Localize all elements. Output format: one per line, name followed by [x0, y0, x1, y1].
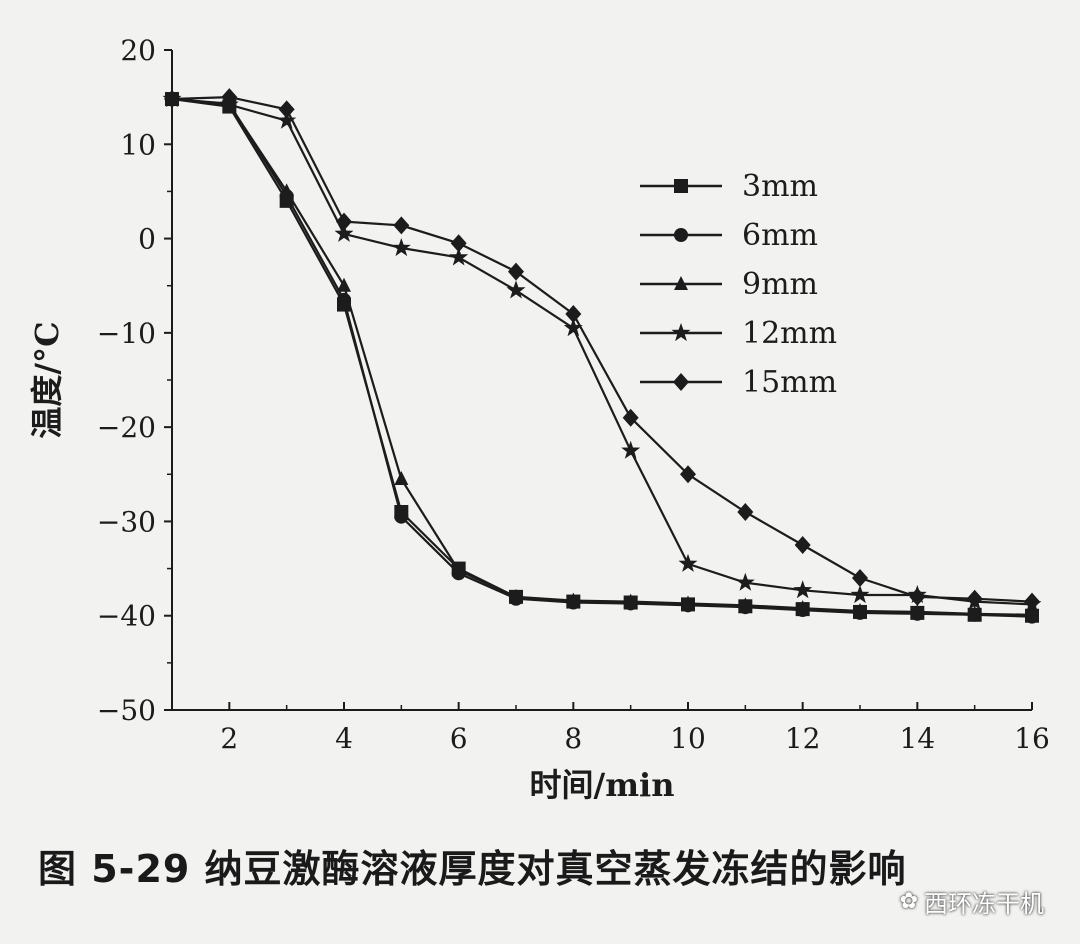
data-point	[277, 110, 297, 129]
data-point	[394, 471, 409, 485]
x-tick-label: 8	[564, 722, 582, 755]
data-point	[738, 597, 753, 612]
series-line	[171, 95, 1033, 603]
legend-label: 6mm	[742, 218, 818, 253]
series-12mm	[162, 89, 1042, 613]
x-tick-label: 14	[900, 722, 936, 755]
data-point	[566, 592, 581, 607]
legend-label: 3mm	[742, 169, 818, 204]
watermark-text: 西环冻干机	[924, 890, 1044, 918]
data-point	[794, 536, 811, 554]
data-point	[795, 600, 810, 615]
y-tick-label: 10	[120, 128, 156, 161]
data-point	[391, 238, 411, 257]
legend-label: 12mm	[742, 316, 837, 351]
line-chart: 20 10 0 −10 −20 −30 −40 −50 2 4 6 8 10 12 14 16 时间/min 温度…	[28, 34, 1050, 804]
x-tick-label: 2	[220, 722, 238, 755]
legend-label: 9mm	[742, 267, 818, 302]
data-point	[678, 553, 698, 572]
legend: 3mm 6mm 9mm 12mm 15mm	[640, 169, 837, 400]
legend-marker	[673, 373, 689, 391]
data-point	[793, 580, 813, 599]
series-line	[171, 97, 1033, 606]
data-point	[506, 280, 526, 299]
y-tick-label: 0	[138, 223, 156, 256]
series-line	[171, 97, 1033, 618]
y-tick-label: −20	[97, 411, 156, 444]
data-point	[966, 589, 983, 608]
data-point	[910, 603, 925, 618]
data-point	[681, 595, 695, 610]
data-point	[337, 277, 351, 292]
data-point	[336, 212, 352, 231]
series-line	[171, 97, 1033, 617]
legend-label: 15mm	[742, 365, 837, 400]
data-point	[565, 305, 582, 323]
y-axis-label: 温度/°C	[28, 321, 66, 438]
legend-marker	[674, 179, 688, 193]
series-9mm	[165, 91, 1039, 621]
data-point	[279, 183, 294, 198]
x-tick-label: 16	[1014, 722, 1050, 755]
data-point	[451, 562, 466, 577]
data-point	[622, 408, 639, 427]
series-3mm	[165, 92, 1039, 623]
y-tick-label: −50	[97, 694, 156, 727]
y-tick-label: −10	[97, 317, 156, 350]
y-tick-label: −40	[97, 600, 156, 633]
data-point	[850, 585, 870, 604]
data-point	[393, 216, 410, 235]
data-point	[680, 465, 696, 484]
figure-caption: 图 5-29 纳豆激酶溶液厚度对真空蒸发冻结的影响	[38, 847, 907, 891]
data-point	[909, 587, 926, 606]
data-point	[621, 440, 641, 459]
x-tick-label: 4	[335, 722, 353, 755]
data-point	[623, 593, 638, 608]
data-point	[1025, 606, 1039, 621]
wechat-icon: ✿	[899, 889, 918, 914]
series-line	[171, 97, 1033, 616]
y-tick-label: 20	[120, 34, 156, 67]
data-point	[735, 572, 755, 591]
x-tick-label: 10	[670, 722, 706, 755]
data-point	[853, 603, 867, 617]
data-point	[394, 509, 409, 524]
data-point	[278, 100, 295, 119]
series-15mm	[164, 88, 1040, 611]
data-point	[852, 569, 868, 587]
data-point	[164, 90, 180, 109]
x-axis-label: 时间/min	[530, 766, 675, 804]
watermark: ✿ 西环冻干机	[900, 884, 1044, 919]
legend-marker	[674, 276, 688, 290]
data-point	[737, 503, 754, 521]
x-tick-label: 6	[450, 722, 468, 755]
series-6mm	[165, 92, 1039, 624]
legend-marker	[674, 228, 688, 242]
data-point	[449, 247, 469, 266]
data-point	[563, 318, 583, 337]
data-point	[334, 223, 354, 242]
legend-marker	[671, 323, 691, 342]
x-tick-label: 12	[785, 722, 821, 755]
data-point	[450, 234, 467, 253]
data-point	[221, 88, 238, 107]
data-point	[509, 588, 523, 603]
data-point	[508, 262, 524, 281]
data-point	[967, 605, 982, 620]
y-tick-label: −30	[97, 505, 156, 538]
data-point	[1024, 592, 1040, 611]
